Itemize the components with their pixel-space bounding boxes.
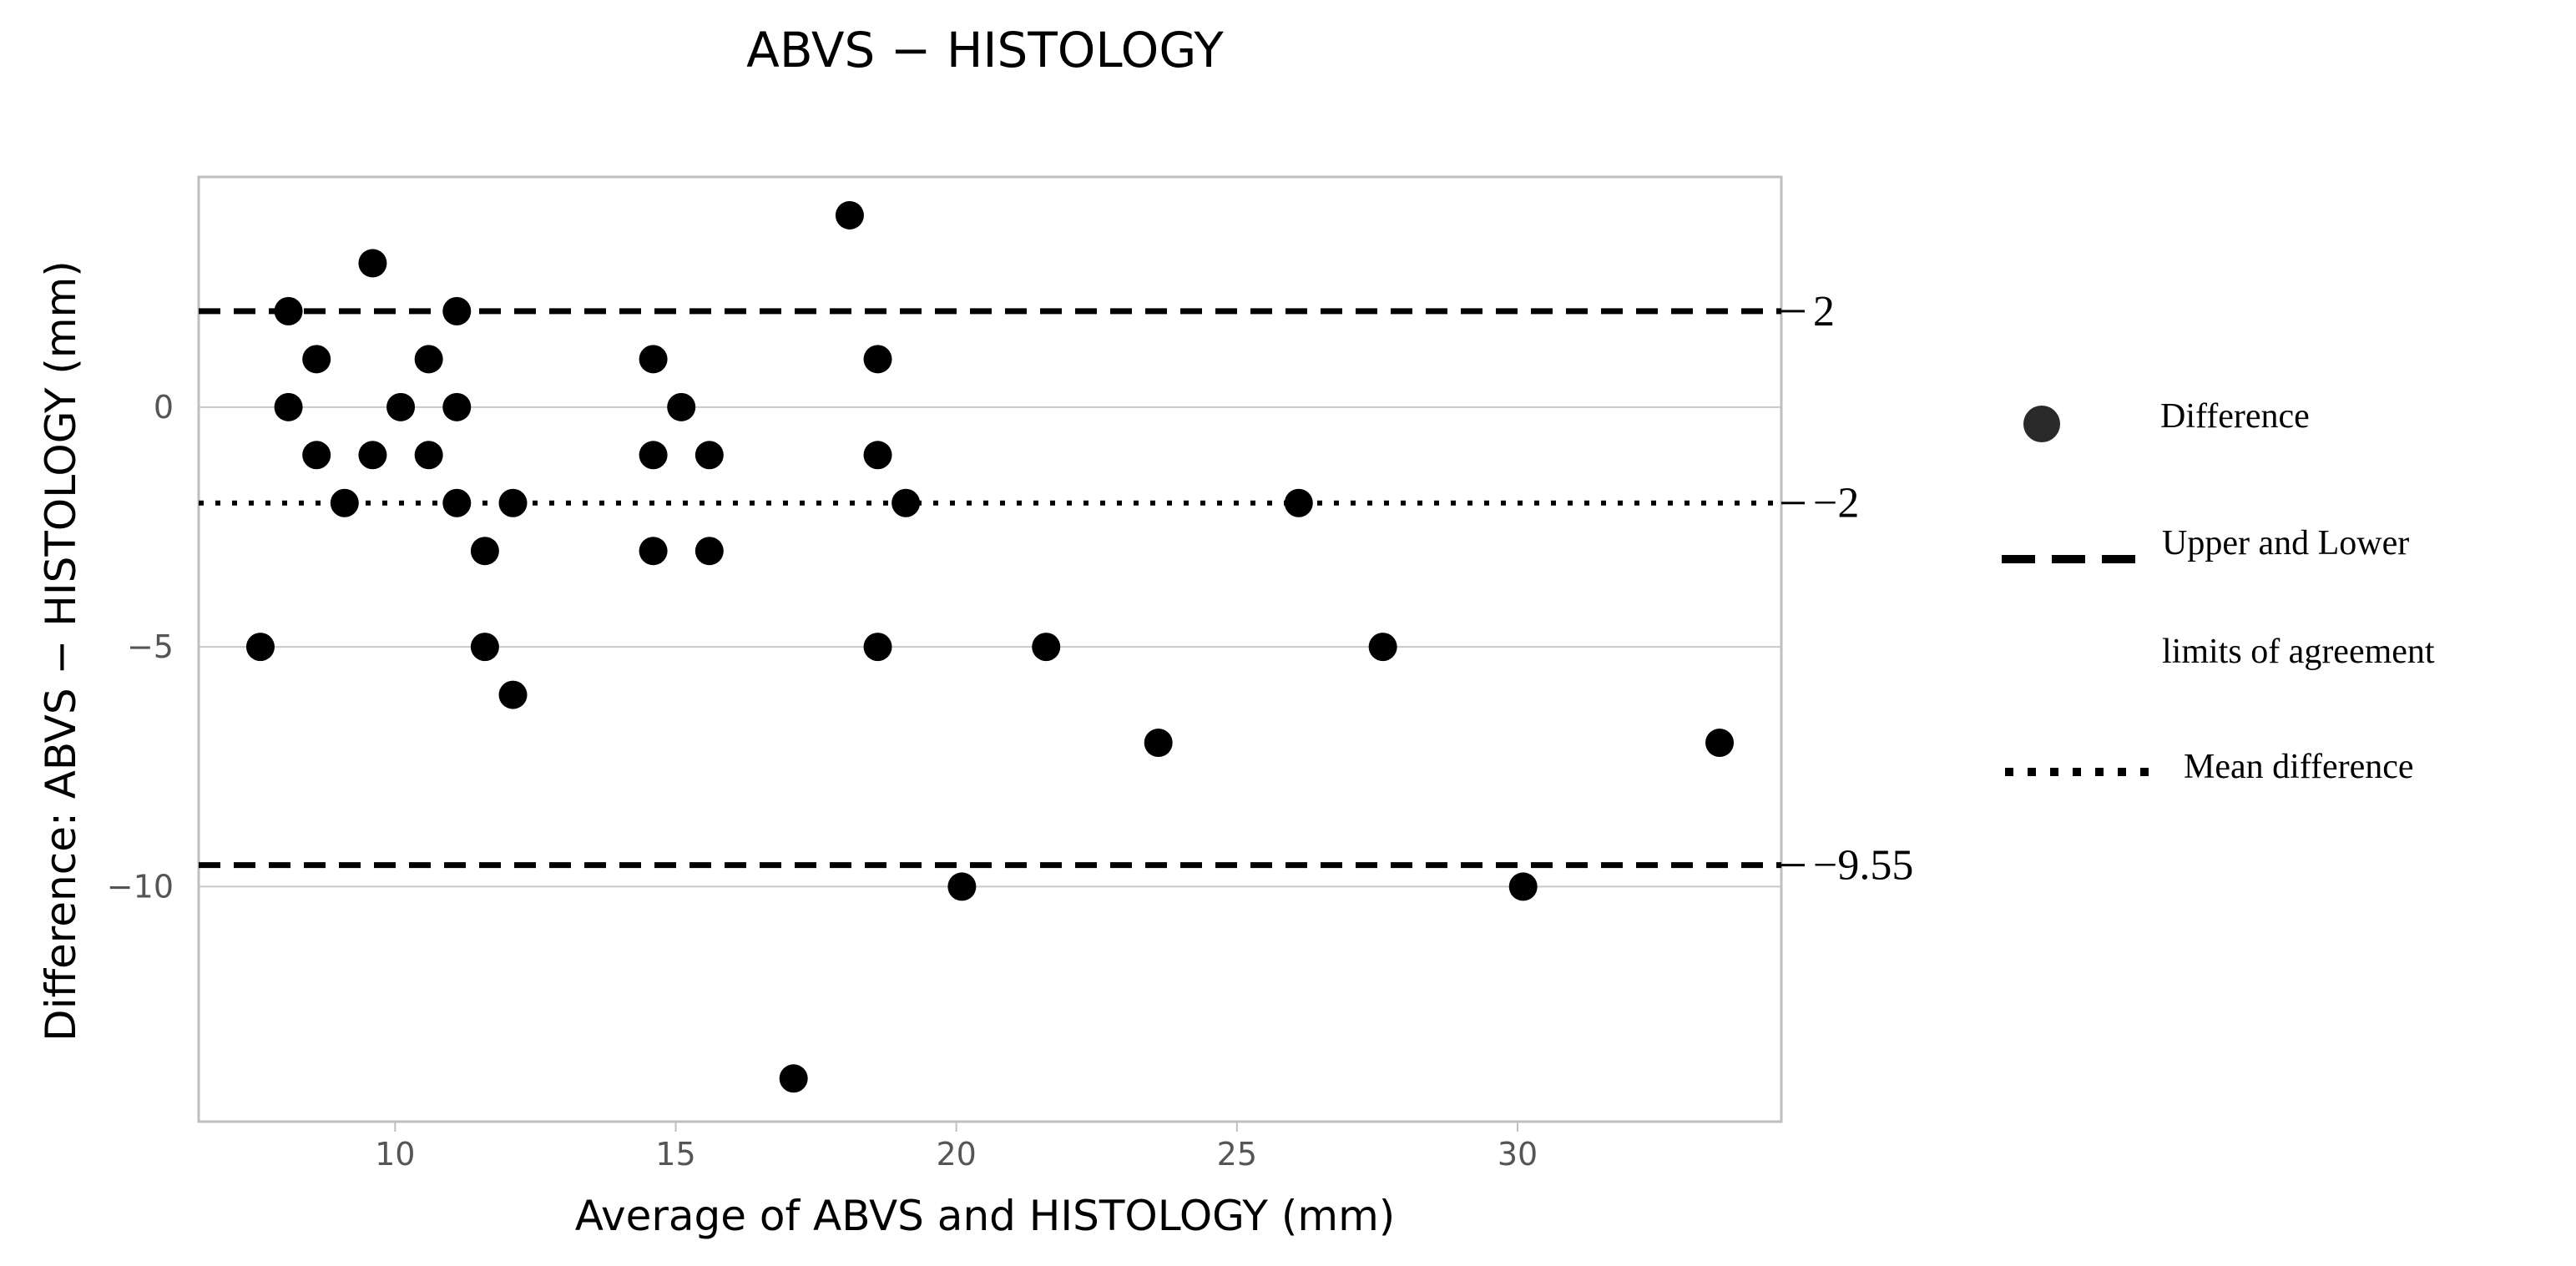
- y-tick-label: 0: [154, 389, 174, 426]
- x-tick-label: 20: [936, 1136, 976, 1173]
- data-point: [302, 345, 331, 374]
- x-axis-label: Average of ABVS and HISTOLOGY (mm): [575, 1192, 1396, 1240]
- data-point: [358, 249, 387, 278]
- data-point: [442, 296, 472, 325]
- plot-frame: [197, 175, 1783, 1123]
- data-point: [835, 200, 864, 229]
- data-point: [442, 488, 472, 517]
- data-point: [302, 441, 331, 470]
- legend-mean-label: Mean difference: [2184, 748, 2414, 786]
- data-point: [330, 488, 359, 517]
- data-point: [1032, 633, 1061, 662]
- data-point: [779, 1064, 808, 1093]
- data-point: [386, 392, 416, 421]
- data-points: [245, 200, 1735, 1093]
- chart-title: ABVS − HISTOLOGY: [746, 22, 1224, 78]
- data-point: [947, 872, 977, 901]
- x-tick-label: 30: [1498, 1136, 1538, 1173]
- data-point: [414, 345, 443, 374]
- legend-difference-label: Difference: [2160, 397, 2310, 436]
- data-point: [639, 537, 668, 566]
- data-point: [891, 488, 921, 517]
- data-point: [470, 633, 499, 662]
- data-point: [695, 537, 724, 566]
- data-point: [470, 537, 499, 566]
- legend: Difference Upper and Lower limits of agree…: [2002, 397, 2435, 786]
- legend-loa-label-line2: limits of agreement: [2162, 633, 2435, 671]
- x-tick-label: 15: [655, 1136, 695, 1173]
- legend-loa-label-line1: Upper and Lower: [2162, 524, 2409, 562]
- data-point: [1508, 872, 1538, 901]
- reference-line-label: 2: [1813, 288, 1835, 335]
- data-point: [358, 441, 387, 470]
- data-point: [498, 488, 528, 517]
- legend-point-symbol: [2023, 406, 2060, 442]
- x-tick-label: 10: [375, 1136, 415, 1173]
- reference-line-label: −9.55: [1813, 842, 1913, 890]
- data-point: [639, 345, 668, 374]
- data-point: [1284, 488, 1313, 517]
- data-point: [1705, 729, 1735, 758]
- data-point: [414, 441, 443, 470]
- y-tick-label: −10: [107, 868, 174, 905]
- data-point: [863, 441, 892, 470]
- reference-line-labels: 2 −2 −9.55: [1813, 288, 1913, 890]
- axes-layer: 0 −5 −10 10 15 20 25 30: [107, 389, 1538, 1173]
- data-point: [1368, 633, 1397, 662]
- y-axis-label: Difference: ABVS − HISTOLOGY (mm): [37, 260, 85, 1042]
- reference-line-label: −2: [1813, 480, 1859, 527]
- data-point: [1144, 729, 1173, 758]
- data-point: [245, 633, 275, 662]
- data-point: [863, 633, 892, 662]
- data-point: [442, 392, 472, 421]
- reference-lines: [199, 308, 1805, 869]
- data-point: [639, 441, 668, 470]
- x-tick-label: 25: [1217, 1136, 1257, 1173]
- data-point: [695, 441, 724, 470]
- data-point: [274, 392, 303, 421]
- data-point: [274, 296, 303, 325]
- data-point: [667, 392, 696, 421]
- data-point: [863, 345, 892, 374]
- grid-layer: [199, 406, 1781, 888]
- data-point: [498, 680, 528, 709]
- y-tick-label: −5: [127, 628, 174, 665]
